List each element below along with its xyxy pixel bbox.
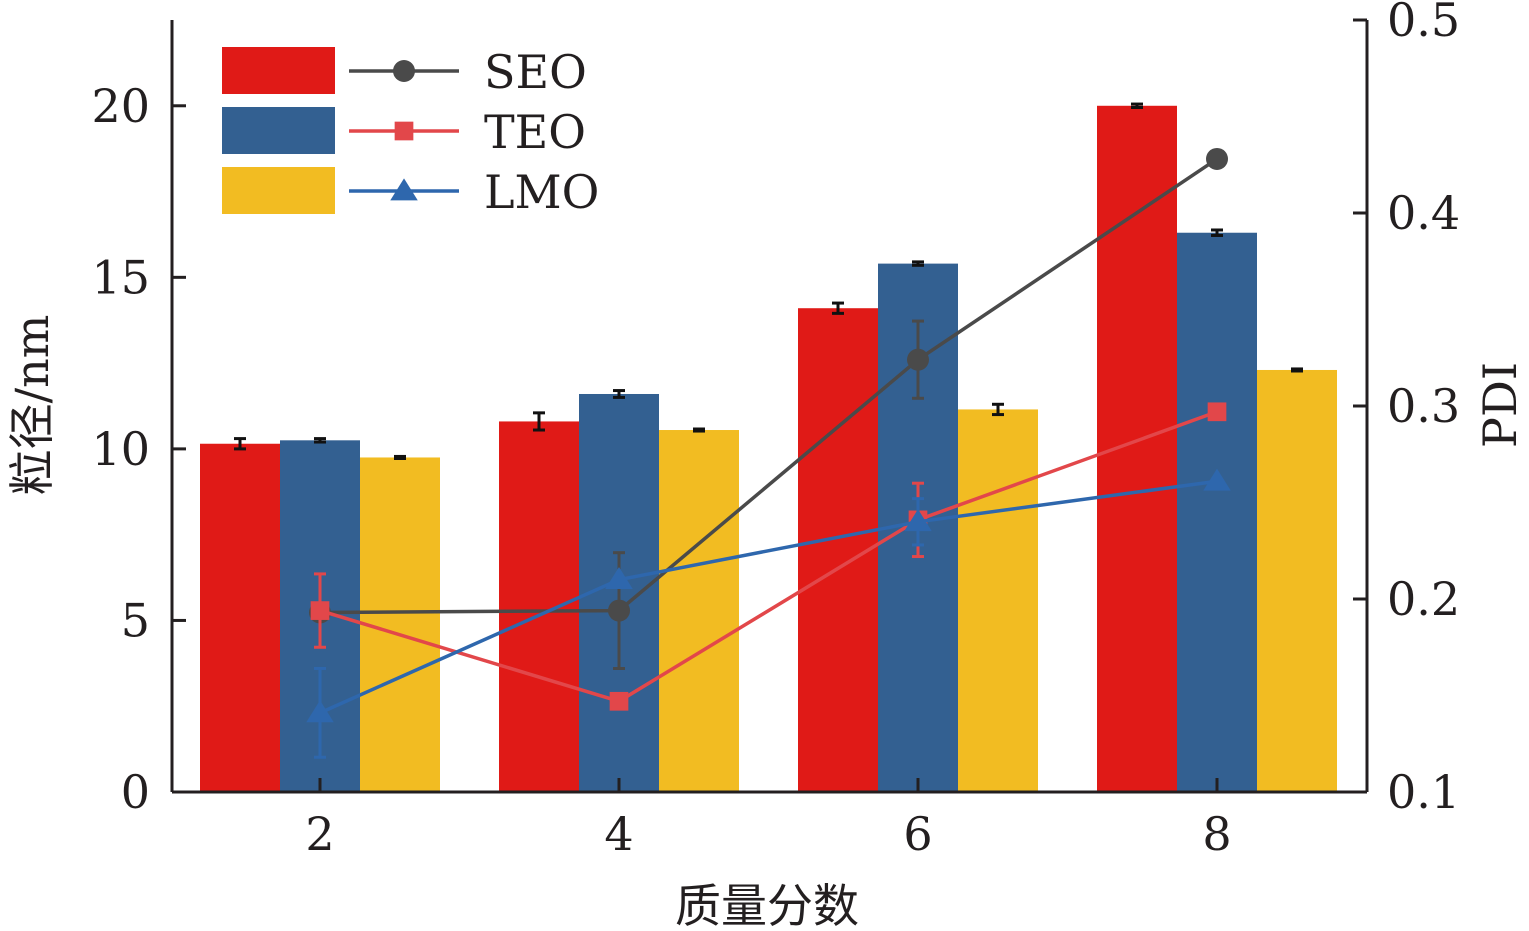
- bar-lmo-4: [659, 430, 739, 792]
- y2-tick-label: 0.5: [1387, 0, 1460, 47]
- x-tick-label: 8: [1202, 807, 1231, 861]
- y2-tick-label: 0.4: [1387, 186, 1460, 240]
- point-lmo-8: [1203, 468, 1231, 491]
- point-seo-4: [608, 599, 630, 622]
- legend-swatch-seo: [222, 47, 335, 94]
- line-teo: [319, 410, 1218, 704]
- y-tick-label: 5: [121, 593, 150, 647]
- point-seo-8: [1206, 147, 1228, 170]
- bar-lmo-6: [958, 409, 1038, 792]
- point-teo-8: [1207, 402, 1227, 422]
- y-tick-label: 0: [121, 765, 150, 819]
- y-tick-label: 15: [91, 250, 150, 304]
- point-lmo-4: [605, 567, 633, 590]
- y-tick-label: 10: [91, 422, 150, 476]
- bars-layer: [200, 102, 1337, 793]
- legend-marker-seo: [393, 60, 415, 82]
- legend-swatch-lmo: [222, 167, 335, 214]
- legend-marker-teo: [394, 121, 414, 141]
- bar-seo-6: [798, 308, 878, 792]
- y-axis-title: 粒径/nm: [5, 315, 59, 496]
- x-tick-label: 2: [305, 807, 334, 861]
- bar-teo-8: [1177, 232, 1257, 792]
- x-axis-title: 质量分数: [675, 879, 859, 931]
- y2-axis-title: PDI: [1473, 362, 1527, 448]
- y2-tick-label: 0.2: [1387, 572, 1460, 626]
- bar-lmo-8: [1257, 369, 1337, 792]
- bar-seo-2: [200, 443, 280, 792]
- point-lmo-6: [904, 509, 932, 532]
- point-seo-6: [907, 348, 929, 371]
- y2-tick-label: 0.1: [1387, 765, 1460, 819]
- bar-seo-4: [499, 421, 579, 792]
- bar-seo-8: [1097, 105, 1177, 793]
- legend: SEO TEO LMO: [222, 45, 599, 219]
- point-teo-4: [609, 691, 629, 711]
- point-teo-2: [310, 601, 330, 620]
- line-seo: [319, 157, 1218, 615]
- x-tick-label: 6: [903, 807, 932, 861]
- y2-tick-label: 0.3: [1387, 379, 1460, 433]
- point-lmo-2: [306, 700, 334, 723]
- legend-marker-lmo: [390, 178, 418, 201]
- legend-label-seo: SEO: [484, 45, 587, 99]
- lines-layer: [306, 147, 1231, 759]
- line-lmo: [319, 479, 1218, 715]
- bar-lmo-2: [360, 457, 440, 792]
- x-tick-label: 4: [604, 807, 633, 861]
- legend-swatch-teo: [222, 107, 335, 154]
- legend-label-lmo: LMO: [484, 165, 599, 219]
- legend-label-teo: TEO: [484, 105, 586, 159]
- y-tick-label: 20: [91, 79, 150, 133]
- axes-layer: 0 5 10 15 20 0.1 0.2 0.3 0.4 0.5 2 4 6 8: [91, 0, 1460, 861]
